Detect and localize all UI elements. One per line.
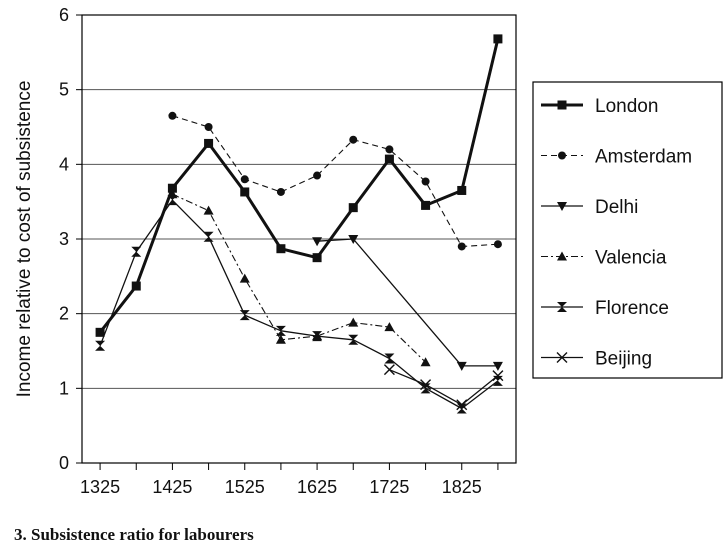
point-florence-1725 bbox=[384, 353, 395, 364]
y-tick-label-6: 6 bbox=[59, 5, 69, 25]
point-london-1675 bbox=[348, 203, 358, 213]
point-beijing-1775 bbox=[420, 379, 432, 391]
series-florence bbox=[95, 195, 503, 414]
point-london-1625 bbox=[312, 253, 322, 263]
x-tick-label-1825: 1825 bbox=[442, 477, 482, 497]
x-tick-label-1625: 1625 bbox=[297, 477, 337, 497]
figure-caption: 3. Subsistence ratio for labourers bbox=[14, 525, 254, 544]
point-delhi-1825 bbox=[456, 361, 467, 371]
legend-marker-florence bbox=[557, 302, 567, 312]
series-amsterdam bbox=[168, 111, 502, 251]
series-beijing bbox=[383, 364, 504, 411]
point-london-1325 bbox=[95, 327, 105, 337]
x-tick-label-1725: 1725 bbox=[369, 477, 409, 497]
legend-marker-london bbox=[557, 100, 567, 110]
series-line-delhi bbox=[317, 238, 498, 367]
legend-marker-delhi bbox=[557, 202, 567, 211]
x-tick-label-1425: 1425 bbox=[152, 477, 192, 497]
series-line-amsterdam bbox=[172, 115, 498, 248]
point-london-1575 bbox=[276, 244, 286, 254]
point-florence-1325 bbox=[95, 340, 106, 351]
y-tick-label-1: 1 bbox=[59, 378, 69, 398]
point-beijing-1725 bbox=[383, 364, 395, 376]
legend-label-amsterdam: Amsterdam bbox=[595, 147, 692, 168]
point-amsterdam-1425 bbox=[168, 111, 177, 120]
point-florence-1875 bbox=[492, 375, 503, 386]
point-delhi-1875 bbox=[492, 361, 503, 371]
legend-marker-beijing bbox=[556, 352, 568, 363]
point-valencia-1475 bbox=[203, 205, 214, 215]
point-beijing-1875 bbox=[492, 370, 504, 382]
point-valencia-1725 bbox=[384, 322, 395, 332]
point-florence-1475 bbox=[203, 231, 214, 242]
point-london-1875 bbox=[493, 34, 503, 44]
series-valencia bbox=[167, 189, 431, 367]
point-amsterdam-1575 bbox=[276, 187, 285, 196]
point-valencia-1675 bbox=[348, 317, 359, 327]
point-london-1525 bbox=[240, 187, 250, 197]
series-line-valencia bbox=[172, 193, 426, 363]
series-layer bbox=[95, 34, 504, 414]
point-valencia-1575 bbox=[275, 334, 286, 344]
point-amsterdam-1675 bbox=[349, 135, 358, 144]
point-florence-1375 bbox=[131, 246, 142, 257]
axes: 0 1 2 3 4 5 6 1325 1425 1525 1625 1725 1825 bbox=[59, 5, 517, 497]
point-london-1725 bbox=[384, 154, 394, 164]
line-chart: 0 1 2 3 4 5 6 1325 1425 1525 1625 1725 1825 Income r… bbox=[14, 5, 723, 497]
point-beijing-1825 bbox=[456, 399, 468, 411]
point-florence-1575 bbox=[275, 325, 286, 336]
series-line-beijing bbox=[389, 369, 499, 406]
point-valencia-1525 bbox=[239, 273, 250, 283]
x-tick-label-1525: 1525 bbox=[225, 477, 265, 497]
point-amsterdam-1825 bbox=[457, 242, 466, 251]
legend-label-delhi: Delhi bbox=[595, 197, 638, 218]
point-delhi-1625 bbox=[312, 237, 323, 247]
point-florence-1425 bbox=[167, 195, 178, 206]
y-tick-label-0: 0 bbox=[59, 453, 69, 473]
x-tick-label-1325: 1325 bbox=[80, 477, 120, 497]
series-london bbox=[95, 34, 503, 337]
series-line-london bbox=[98, 38, 500, 334]
legend-label-valencia: Valencia bbox=[595, 248, 667, 269]
point-amsterdam-1475 bbox=[204, 123, 213, 131]
legend-marker-amsterdam bbox=[558, 151, 566, 160]
series-line-florence bbox=[99, 199, 499, 410]
point-florence-1675 bbox=[348, 334, 359, 345]
point-london-1375 bbox=[131, 281, 141, 291]
series-delhi bbox=[312, 235, 503, 371]
point-valencia-1775 bbox=[420, 357, 431, 367]
point-florence-1825 bbox=[456, 403, 467, 414]
plot-frame bbox=[81, 14, 517, 464]
grid-lines bbox=[82, 14, 516, 389]
point-florence-1525 bbox=[239, 310, 250, 321]
legend-label-london: London bbox=[595, 96, 658, 117]
point-london-1775 bbox=[421, 200, 431, 210]
legend: London Amsterdam Delhi Valencia Florence Beij… bbox=[532, 81, 723, 379]
y-tick-label-5: 5 bbox=[59, 80, 69, 100]
legend-marker-valencia bbox=[557, 251, 567, 261]
point-delhi-1675 bbox=[348, 235, 359, 244]
point-amsterdam-1875 bbox=[493, 240, 502, 249]
point-amsterdam-1725 bbox=[385, 145, 394, 154]
point-london-1425 bbox=[167, 183, 177, 193]
point-florence-1625 bbox=[312, 331, 323, 342]
y-tick-label-2: 2 bbox=[59, 304, 69, 324]
y-tick-label-3: 3 bbox=[59, 229, 69, 249]
legend-label-florence: Florence bbox=[595, 298, 669, 319]
point-amsterdam-1525 bbox=[240, 175, 249, 184]
y-axis-title: Income relative to cost of subsistence bbox=[14, 81, 35, 398]
point-london-1475 bbox=[204, 138, 214, 148]
y-tick-label-4: 4 bbox=[59, 154, 69, 174]
point-london-1825 bbox=[457, 185, 467, 195]
legend-label-beijing: Beijing bbox=[595, 349, 652, 370]
legend-box bbox=[532, 81, 723, 379]
point-amsterdam-1625 bbox=[313, 171, 322, 180]
point-amsterdam-1775 bbox=[421, 177, 430, 186]
